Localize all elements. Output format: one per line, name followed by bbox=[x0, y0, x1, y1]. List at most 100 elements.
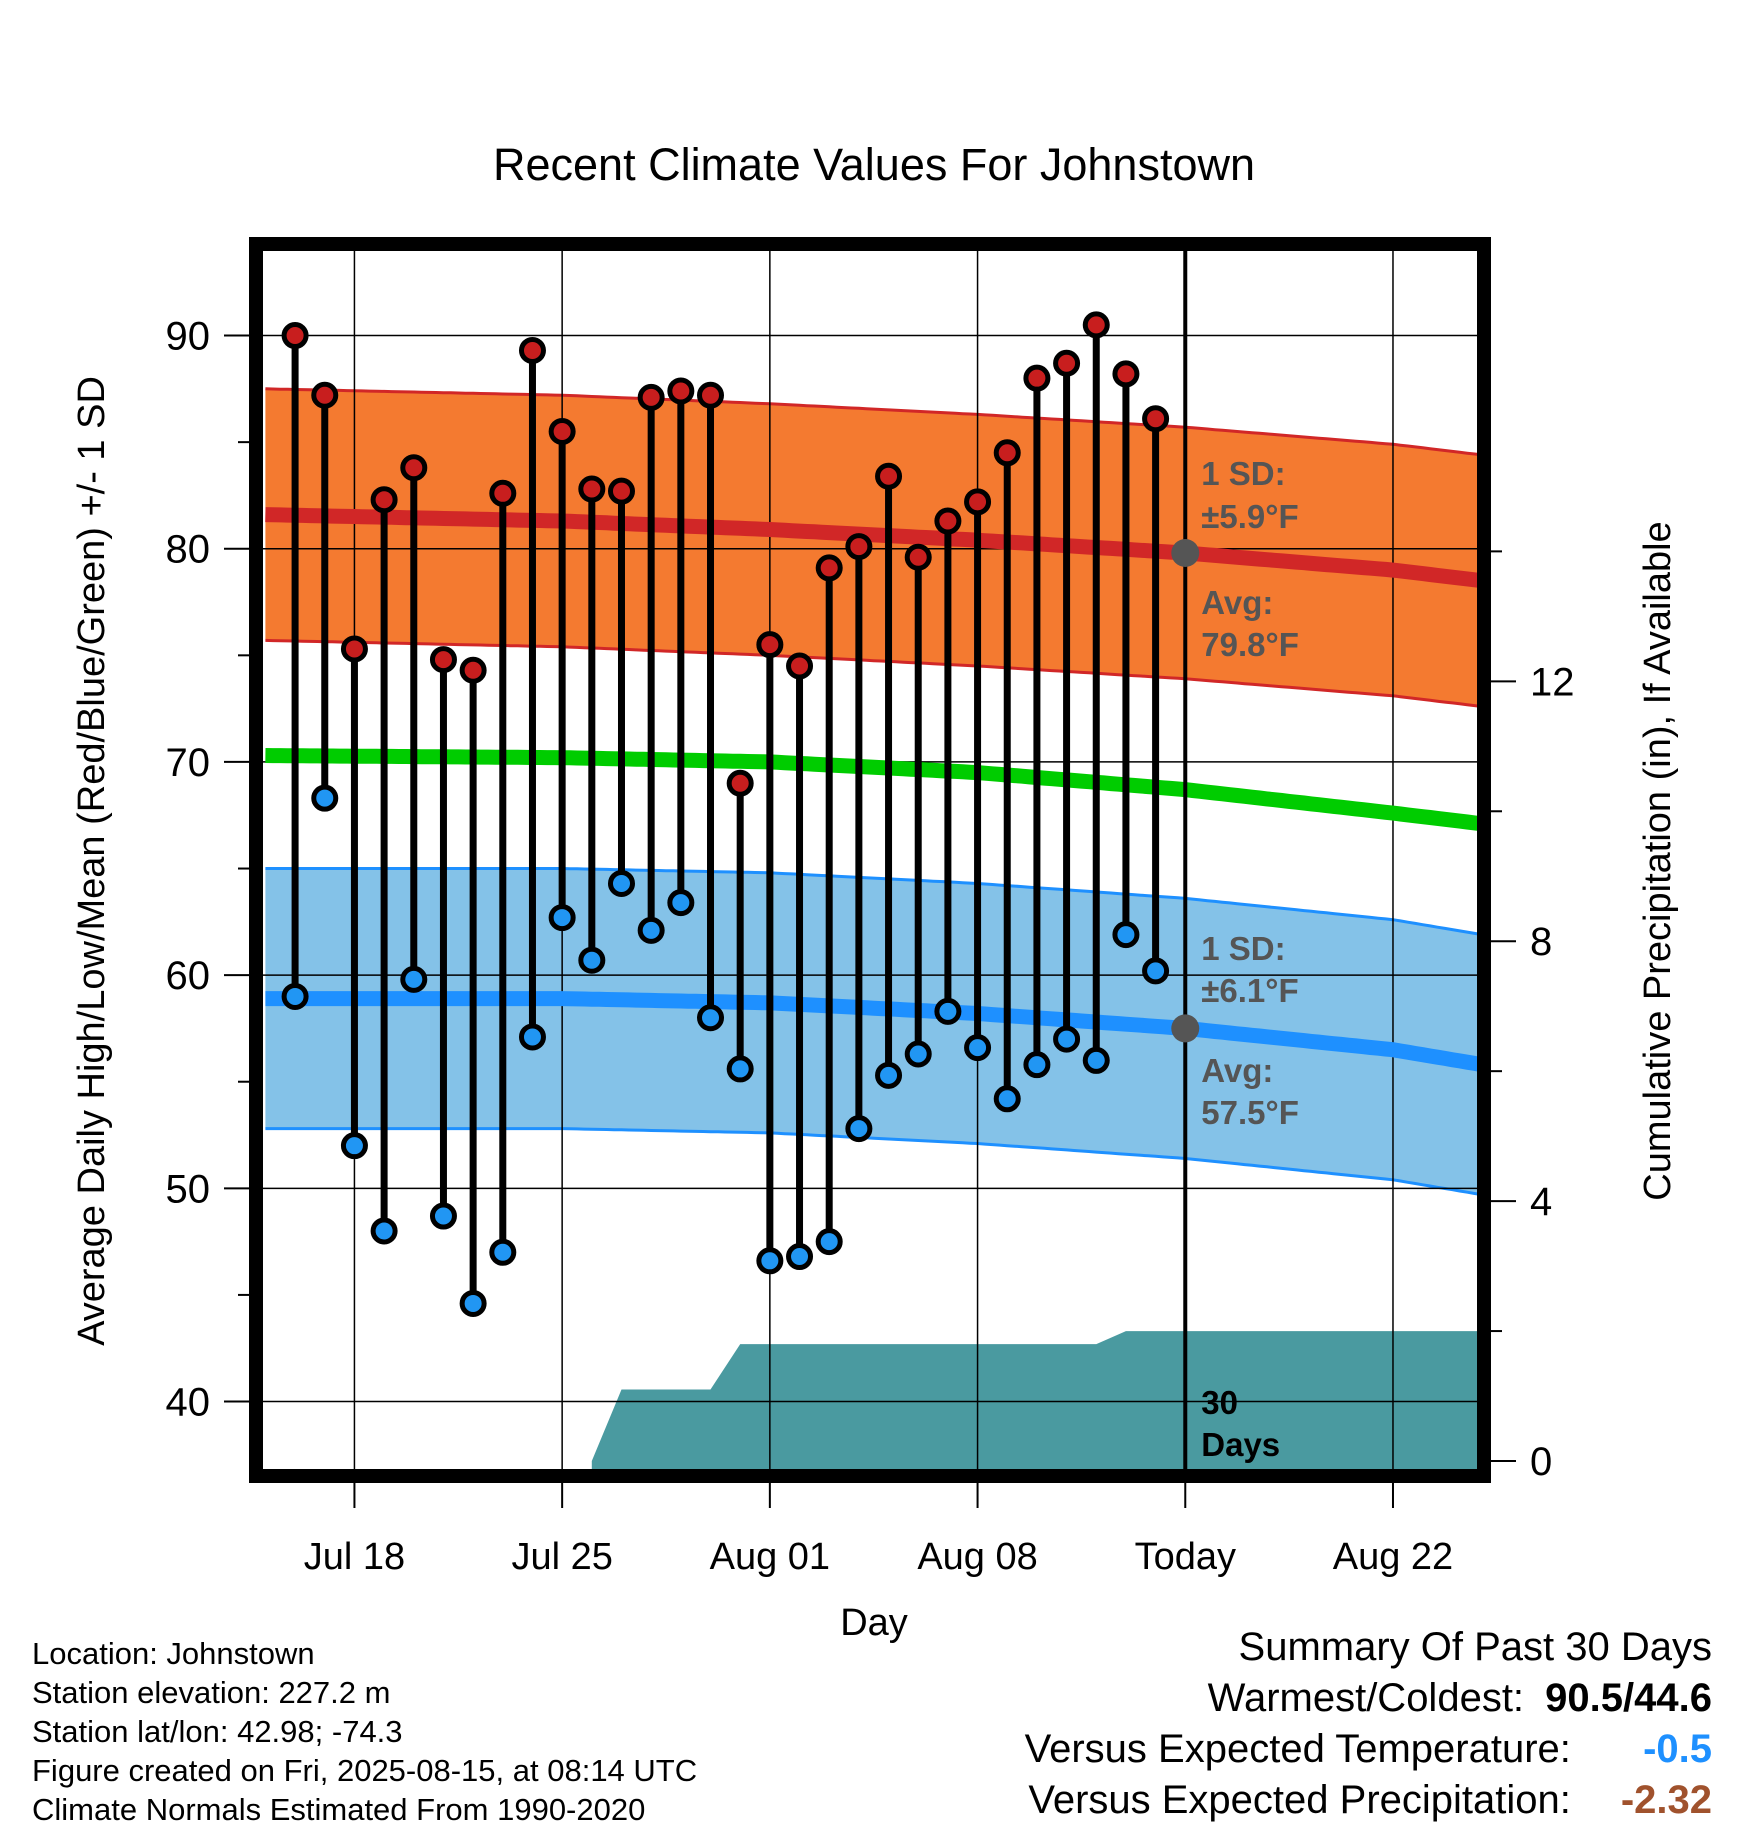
daily-low-point bbox=[548, 904, 576, 932]
low-sd-lower-line bbox=[265, 1127, 1482, 1197]
plot-inner: 1 SD: ±5.9°F Avg: 79.8°F 1 SD: ±6.1°F Avg: 57.5… bbox=[258, 246, 1482, 1474]
daily-low-point bbox=[904, 1040, 932, 1068]
precip-label: Versus Expected Precipitation: bbox=[1028, 1778, 1571, 1822]
precip-days-label-2: Days bbox=[1201, 1426, 1280, 1463]
daily-low-point bbox=[370, 1217, 398, 1245]
daily-high-point bbox=[697, 381, 725, 409]
daily-high-point bbox=[370, 486, 398, 514]
daily-low-point bbox=[697, 1004, 725, 1032]
daily-high-point bbox=[281, 322, 309, 350]
low-sd-label: 1 SD: bbox=[1201, 930, 1285, 967]
summary-heading: Summary Of Past 30 Days bbox=[1238, 1625, 1712, 1669]
high-sd-value: ±5.9°F bbox=[1201, 498, 1298, 535]
y-axis-label: Average Daily High/Low/Mean (Red/Blue/Gr… bbox=[71, 376, 113, 1346]
x-tick-label: Aug 08 bbox=[917, 1536, 1037, 1578]
daily-low-point bbox=[1142, 957, 1170, 985]
low-sd-value: ±6.1°F bbox=[1201, 972, 1298, 1009]
y-tick-label: 80 bbox=[166, 528, 211, 572]
summary-panel: Summary Of Past 30 Days Warmest/Coldest:… bbox=[1025, 1622, 1712, 1826]
y2-tick-label: 8 bbox=[1530, 920, 1552, 964]
daily-low-point bbox=[786, 1243, 814, 1271]
daily-high-point bbox=[786, 652, 814, 680]
y2-axis-label: Cumulative Precipitation (in), If Availa… bbox=[1637, 521, 1679, 1200]
daily-high-point bbox=[578, 475, 606, 503]
daily-low-point bbox=[518, 1023, 546, 1051]
daily-low-point bbox=[607, 869, 635, 897]
high-average-line bbox=[265, 507, 1482, 589]
daily-high-point bbox=[667, 377, 695, 405]
daily-high-point bbox=[459, 656, 487, 684]
high-sd-band bbox=[265, 388, 1482, 707]
high-sd-lower-line bbox=[265, 638, 1482, 708]
daily-high-point bbox=[726, 769, 754, 797]
daily-low-point bbox=[845, 1115, 873, 1143]
daily-high-point bbox=[1053, 349, 1081, 377]
info-elevation: Station elevation: 227.2 m bbox=[32, 1675, 391, 1710]
y-tick-label: 40 bbox=[166, 1381, 211, 1425]
y-tick-label: 90 bbox=[166, 315, 211, 359]
y2-tick-label: 4 bbox=[1530, 1180, 1552, 1224]
low-avg-label: Avg: bbox=[1201, 1052, 1273, 1089]
daily-high-point bbox=[1082, 311, 1110, 339]
daily-high-point bbox=[429, 646, 457, 674]
summary-warm-cold: Warmest/Coldest: 90.5/44.6 bbox=[1025, 1673, 1712, 1724]
y2-tick-label: 12 bbox=[1530, 660, 1575, 704]
precip-days-label: 30 bbox=[1201, 1384, 1238, 1421]
daily-low-point bbox=[1023, 1051, 1051, 1079]
daily-high-point bbox=[489, 479, 517, 507]
x-axis-label: Day bbox=[840, 1602, 908, 1644]
daily-low-point bbox=[964, 1034, 992, 1062]
daily-low-point bbox=[1053, 1025, 1081, 1053]
daily-low-point bbox=[756, 1247, 784, 1275]
daily-high-point bbox=[548, 417, 576, 445]
daily-low-point bbox=[281, 982, 309, 1010]
summary-temp: Versus Expected Temperature: -0.5 bbox=[1025, 1724, 1712, 1775]
high-avg-label: Avg: bbox=[1201, 584, 1273, 621]
daily-high-point bbox=[875, 462, 903, 490]
daily-low-point bbox=[1082, 1046, 1110, 1074]
x-tick-label: Aug 22 bbox=[1333, 1536, 1453, 1578]
info-created: Figure created on Fri, 2025-08-15, at 08… bbox=[32, 1753, 698, 1788]
daily-low-point bbox=[726, 1055, 754, 1083]
daily-low-point bbox=[667, 889, 695, 917]
x-tick-label: Today bbox=[1135, 1536, 1236, 1578]
daily-high-point bbox=[904, 543, 932, 571]
low-sd-band bbox=[265, 868, 1482, 1195]
temp-value: -0.5 bbox=[1643, 1727, 1712, 1771]
high-avg-value: 79.8°F bbox=[1201, 626, 1299, 663]
summary-precip: Versus Expected Precipitation: -2.32 bbox=[1025, 1775, 1712, 1826]
high-sd-label: 1 SD: bbox=[1201, 455, 1285, 492]
precip-value: -2.32 bbox=[1620, 1778, 1712, 1822]
low-average-line bbox=[265, 991, 1482, 1073]
y-tick-label: 70 bbox=[166, 741, 211, 785]
daily-low-point bbox=[429, 1202, 457, 1230]
precip-area bbox=[591, 1331, 1482, 1474]
daily-low-point bbox=[875, 1061, 903, 1089]
daily-high-point bbox=[1112, 360, 1140, 388]
low-sd-upper-line bbox=[265, 867, 1482, 937]
daily-high-point bbox=[518, 336, 546, 364]
x-tick-label: Jul 25 bbox=[511, 1536, 612, 1578]
low-avg-value: 57.5°F bbox=[1201, 1094, 1299, 1131]
daily-low-point bbox=[489, 1238, 517, 1266]
x-tick-label: Aug 01 bbox=[710, 1536, 830, 1578]
y-tick-label: 50 bbox=[166, 1167, 211, 1211]
daily-low-point bbox=[637, 916, 665, 944]
plot-area: 1 SD: ±5.9°F Avg: 79.8°F 1 SD: ±6.1°F Avg: 57.5… bbox=[166, 237, 1575, 1578]
daily-high-point bbox=[964, 488, 992, 516]
daily-low-point bbox=[1112, 921, 1140, 949]
daily-high-point bbox=[815, 554, 843, 582]
info-normals: Climate Normals Estimated From 1990-2020 bbox=[32, 1792, 646, 1827]
plot-frame bbox=[249, 237, 1491, 1483]
chart-title: Recent Climate Values For Johnstown bbox=[493, 139, 1255, 190]
daily-low-point bbox=[934, 997, 962, 1025]
station-info: Location: Johnstown Station elevation: 2… bbox=[32, 1634, 697, 1829]
y-tick-label: 60 bbox=[166, 954, 211, 998]
daily-high-point bbox=[756, 631, 784, 659]
daily-low-point bbox=[578, 946, 606, 974]
daily-low-point bbox=[993, 1085, 1021, 1113]
daily-high-point bbox=[1142, 405, 1170, 433]
info-location: Location: Johnstown bbox=[32, 1636, 315, 1671]
daily-high-point bbox=[993, 439, 1021, 467]
high-sd-upper-line bbox=[265, 387, 1482, 457]
